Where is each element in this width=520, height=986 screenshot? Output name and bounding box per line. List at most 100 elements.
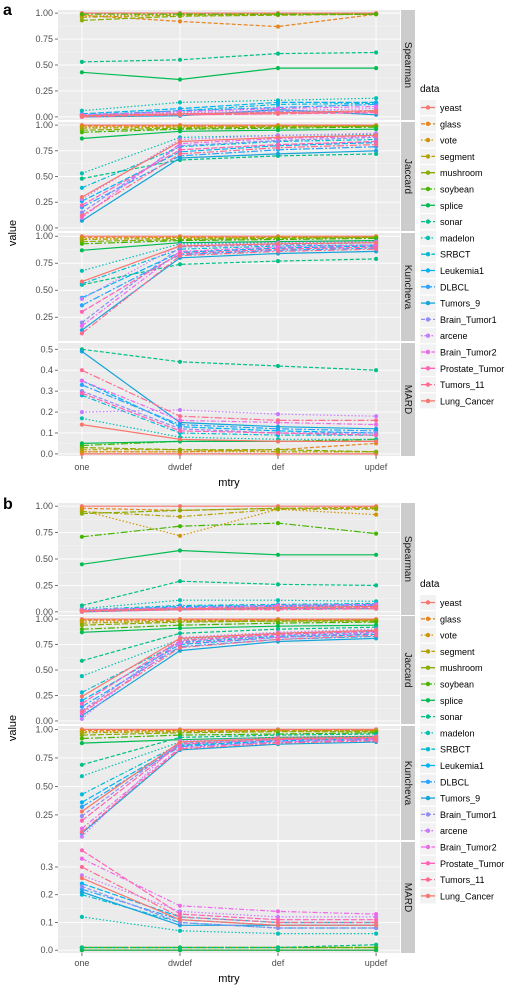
figure-panel-b: b 0.00 0.25 0.50 0.75 1.00 Spearman 0.00 0.25 0.5… bbox=[3, 496, 504, 985]
data-point bbox=[177, 19, 183, 24]
facet-background bbox=[58, 343, 400, 456]
series-line-prostate-tumor bbox=[81, 246, 377, 313]
data-point bbox=[79, 241, 84, 246]
legend-point-sample bbox=[425, 730, 431, 736]
y-tick-label: 1.00 bbox=[35, 8, 53, 18]
data-point bbox=[177, 917, 183, 922]
legend-item: madelon bbox=[420, 230, 475, 246]
data-point bbox=[374, 604, 379, 609]
data-point bbox=[275, 624, 281, 629]
series-line-splice bbox=[81, 67, 377, 81]
data-point bbox=[79, 185, 84, 190]
legend-point-sample bbox=[425, 366, 431, 371]
data-point bbox=[275, 945, 281, 950]
data-point bbox=[79, 113, 84, 118]
data-point bbox=[79, 608, 84, 613]
legend-label: arcene bbox=[440, 331, 468, 341]
data-point bbox=[177, 414, 183, 419]
legend-point-sample bbox=[425, 844, 431, 850]
facet-strip bbox=[401, 343, 415, 456]
data-point bbox=[79, 562, 84, 567]
data-point bbox=[177, 155, 183, 161]
data-point bbox=[79, 864, 84, 870]
data-point bbox=[374, 414, 379, 419]
legend-item: Leukemia1 bbox=[420, 263, 484, 278]
data-point bbox=[374, 256, 379, 261]
data-point bbox=[374, 948, 379, 953]
series-line-tumors-11 bbox=[81, 634, 377, 713]
y-tick-label: 0.25 bbox=[35, 312, 53, 322]
data-point bbox=[177, 533, 183, 538]
data-point bbox=[79, 741, 84, 746]
data-point bbox=[275, 741, 281, 746]
data-point bbox=[177, 151, 183, 156]
facet-strip-label: Kuncheva bbox=[402, 761, 413, 806]
data-point bbox=[79, 800, 84, 805]
legend-item: arcene bbox=[420, 328, 468, 344]
data-point bbox=[374, 931, 379, 936]
legend-label: Brain_Tumor1 bbox=[440, 810, 497, 820]
data-point bbox=[79, 320, 84, 325]
data-point bbox=[177, 945, 183, 950]
series-line-arcene bbox=[81, 735, 377, 838]
legend-item: vote bbox=[420, 132, 457, 148]
legend-label: sonar bbox=[440, 217, 463, 227]
series-line-madelon bbox=[81, 417, 377, 440]
series-line-srbct bbox=[81, 602, 377, 611]
data-point bbox=[79, 709, 84, 714]
legend-label: DLBCL bbox=[440, 282, 469, 292]
data-point bbox=[79, 884, 84, 889]
legend-label: madelon bbox=[440, 728, 475, 738]
data-point bbox=[79, 804, 84, 810]
data-point bbox=[177, 648, 183, 653]
legend-item: segment bbox=[420, 148, 475, 164]
data-point bbox=[177, 57, 183, 62]
data-point bbox=[374, 368, 379, 373]
facet-jaccard: 0.00 0.25 0.50 0.75 1.00 Jaccard bbox=[35, 120, 415, 233]
series-line-soybean bbox=[81, 732, 377, 740]
data-point bbox=[79, 945, 84, 950]
data-point bbox=[79, 323, 84, 328]
series-line-leukemia1 bbox=[81, 142, 377, 202]
data-point bbox=[79, 704, 84, 709]
series-line-dlbcl bbox=[81, 146, 377, 208]
legend-point-sample bbox=[425, 398, 431, 404]
series-line-mushroom bbox=[81, 447, 377, 453]
data-point bbox=[177, 12, 183, 17]
legend-label: SRBCT bbox=[440, 745, 471, 755]
data-point bbox=[374, 426, 379, 431]
legend-item: soybean bbox=[420, 181, 474, 197]
legend-item: mushroom bbox=[420, 165, 483, 181]
data-point bbox=[374, 127, 379, 132]
y-tick-label: 0.00 bbox=[35, 223, 53, 233]
data-point bbox=[79, 416, 84, 421]
legend-label: Tumors_9 bbox=[440, 299, 480, 309]
data-point bbox=[177, 928, 183, 933]
series-line-brain-tumor2 bbox=[81, 632, 377, 715]
y-tick-label: 0.25 bbox=[35, 197, 53, 207]
data-point bbox=[79, 603, 84, 608]
data-point bbox=[374, 240, 379, 245]
series-line-brain-tumor1 bbox=[81, 390, 377, 434]
series-line-srbct bbox=[81, 138, 377, 189]
legend-point-sample bbox=[425, 632, 431, 638]
legend-label: splice bbox=[440, 201, 463, 211]
legend-item: Tumors_9 bbox=[420, 295, 480, 311]
facet-strip-label: Jaccard bbox=[402, 159, 413, 194]
data-point bbox=[79, 176, 84, 181]
x-tick-label: dwdef bbox=[168, 958, 193, 968]
legend-item: Prostate_Tumor bbox=[420, 360, 504, 376]
data-point bbox=[79, 331, 84, 336]
series-line-arcene bbox=[81, 409, 377, 417]
facet-strip bbox=[401, 233, 415, 341]
legend-label: vote bbox=[440, 136, 457, 146]
legend-point-sample bbox=[425, 812, 431, 817]
data-point bbox=[374, 439, 379, 444]
series-line-tumors-11 bbox=[81, 866, 377, 924]
legend-item: splice bbox=[420, 197, 463, 213]
data-point bbox=[374, 151, 379, 156]
series-line-soybean bbox=[81, 237, 377, 245]
data-point bbox=[79, 716, 84, 722]
